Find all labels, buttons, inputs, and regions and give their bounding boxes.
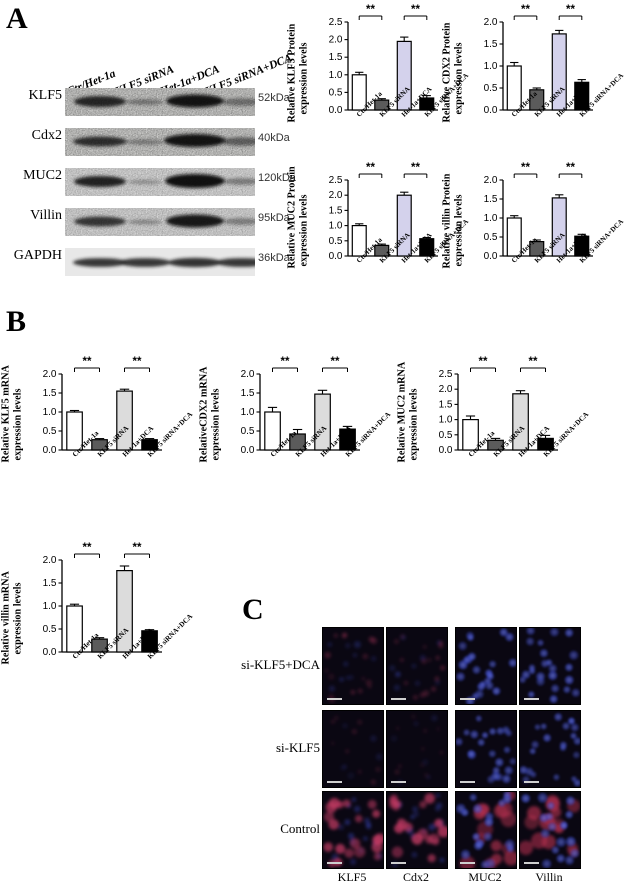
svg-text:**: ** bbox=[566, 4, 575, 16]
svg-text:**: ** bbox=[133, 542, 142, 554]
svg-text:1.0: 1.0 bbox=[329, 70, 343, 81]
svg-text:2.0: 2.0 bbox=[484, 175, 498, 186]
svg-text:**: ** bbox=[83, 356, 92, 368]
svg-text:1.5: 1.5 bbox=[329, 205, 343, 216]
svg-text:0.5: 0.5 bbox=[484, 83, 498, 94]
svg-text:**: ** bbox=[133, 356, 142, 368]
svg-text:0.5: 0.5 bbox=[484, 232, 498, 243]
svg-text:2.0: 2.0 bbox=[329, 35, 343, 46]
svg-text:0.5: 0.5 bbox=[241, 426, 255, 437]
svg-text:**: ** bbox=[521, 162, 530, 174]
svg-text:1.0: 1.0 bbox=[329, 221, 343, 232]
svg-text:2.0: 2.0 bbox=[484, 17, 498, 28]
svg-text:0.5: 0.5 bbox=[43, 624, 57, 635]
svg-text:1.0: 1.0 bbox=[439, 415, 453, 426]
svg-text:2.0: 2.0 bbox=[329, 190, 343, 201]
svg-text:**: ** bbox=[479, 356, 488, 368]
svg-text:0.5: 0.5 bbox=[43, 426, 57, 437]
svg-text:1.0: 1.0 bbox=[43, 407, 57, 418]
svg-text:0.0: 0.0 bbox=[43, 445, 57, 456]
svg-text:2.5: 2.5 bbox=[439, 369, 453, 380]
svg-text:0.0: 0.0 bbox=[329, 105, 343, 116]
svg-text:**: ** bbox=[411, 162, 420, 174]
svg-text:1.5: 1.5 bbox=[43, 388, 57, 399]
svg-text:1.5: 1.5 bbox=[439, 399, 453, 410]
svg-text:1.5: 1.5 bbox=[241, 388, 255, 399]
svg-text:2.5: 2.5 bbox=[329, 17, 343, 28]
svg-text:2.0: 2.0 bbox=[43, 369, 57, 380]
svg-text:**: ** bbox=[366, 4, 375, 16]
svg-text:**: ** bbox=[366, 162, 375, 174]
svg-text:**: ** bbox=[411, 4, 420, 16]
svg-text:0.5: 0.5 bbox=[329, 236, 343, 247]
svg-text:0.0: 0.0 bbox=[241, 445, 255, 456]
svg-text:2.0: 2.0 bbox=[439, 384, 453, 395]
svg-text:0.5: 0.5 bbox=[329, 87, 343, 98]
svg-text:1.0: 1.0 bbox=[43, 601, 57, 612]
svg-text:2.0: 2.0 bbox=[241, 369, 255, 380]
svg-text:2.5: 2.5 bbox=[329, 175, 343, 186]
svg-text:**: ** bbox=[83, 542, 92, 554]
svg-text:1.5: 1.5 bbox=[484, 194, 498, 205]
svg-text:**: ** bbox=[529, 356, 538, 368]
svg-text:**: ** bbox=[281, 356, 290, 368]
svg-text:1.0: 1.0 bbox=[484, 213, 498, 224]
svg-text:1.0: 1.0 bbox=[484, 61, 498, 72]
svg-text:1.5: 1.5 bbox=[43, 578, 57, 589]
svg-text:0.0: 0.0 bbox=[439, 445, 453, 456]
svg-text:0.0: 0.0 bbox=[484, 251, 498, 262]
svg-text:0.0: 0.0 bbox=[43, 647, 57, 658]
svg-text:1.0: 1.0 bbox=[241, 407, 255, 418]
svg-text:0.5: 0.5 bbox=[439, 430, 453, 441]
svg-text:**: ** bbox=[566, 162, 575, 174]
svg-text:**: ** bbox=[331, 356, 340, 368]
svg-text:1.5: 1.5 bbox=[329, 52, 343, 63]
svg-text:0.0: 0.0 bbox=[484, 105, 498, 116]
svg-text:2.0: 2.0 bbox=[43, 555, 57, 566]
svg-text:**: ** bbox=[521, 4, 530, 16]
svg-text:0.0: 0.0 bbox=[329, 251, 343, 262]
svg-text:1.5: 1.5 bbox=[484, 39, 498, 50]
